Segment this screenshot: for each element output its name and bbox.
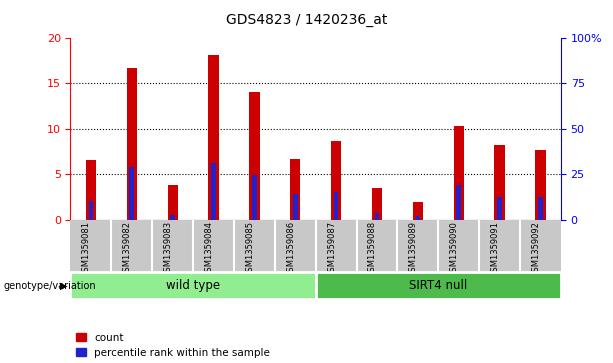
Text: GSM1359091: GSM1359091 [490, 221, 500, 277]
Text: GSM1359081: GSM1359081 [82, 221, 91, 277]
Bar [167, 185, 178, 220]
Text: ▶: ▶ [60, 281, 67, 291]
Bar [89, 201, 93, 220]
Text: GSM1359089: GSM1359089 [409, 221, 418, 277]
Bar [290, 159, 300, 220]
Text: GSM1359084: GSM1359084 [205, 221, 213, 277]
Bar [129, 167, 134, 220]
Text: GSM1359082: GSM1359082 [123, 221, 132, 277]
Bar [497, 197, 502, 220]
Text: wild type: wild type [166, 280, 220, 292]
Text: GSM1359090: GSM1359090 [450, 221, 459, 277]
Text: GSM1359087: GSM1359087 [327, 221, 336, 277]
Bar [372, 188, 382, 220]
Bar [331, 140, 341, 220]
Text: genotype/variation: genotype/variation [3, 281, 96, 291]
Bar [334, 192, 338, 220]
Bar [293, 194, 297, 220]
Text: GDS4823 / 1420236_at: GDS4823 / 1420236_at [226, 13, 387, 27]
Bar [208, 55, 219, 220]
Text: GSM1359085: GSM1359085 [245, 221, 254, 277]
Bar [86, 160, 96, 220]
Bar [535, 150, 546, 220]
Bar [252, 175, 257, 220]
Bar [170, 215, 175, 220]
Bar [454, 126, 464, 220]
Bar [375, 213, 379, 220]
Bar [416, 216, 420, 220]
Text: SIRT4 null: SIRT4 null [409, 280, 468, 292]
Bar [538, 197, 543, 220]
Text: GSM1359092: GSM1359092 [531, 221, 541, 277]
Text: GSM1359083: GSM1359083 [164, 221, 173, 277]
Bar [127, 68, 137, 220]
Legend: count, percentile rank within the sample: count, percentile rank within the sample [75, 333, 270, 358]
Text: GSM1359086: GSM1359086 [286, 221, 295, 277]
Bar [70, 272, 316, 299]
Bar [457, 185, 461, 220]
Bar [249, 92, 259, 220]
Bar [316, 272, 561, 299]
Bar [413, 202, 423, 220]
Bar [211, 163, 216, 220]
Text: GSM1359088: GSM1359088 [368, 221, 377, 277]
Bar [495, 145, 504, 220]
